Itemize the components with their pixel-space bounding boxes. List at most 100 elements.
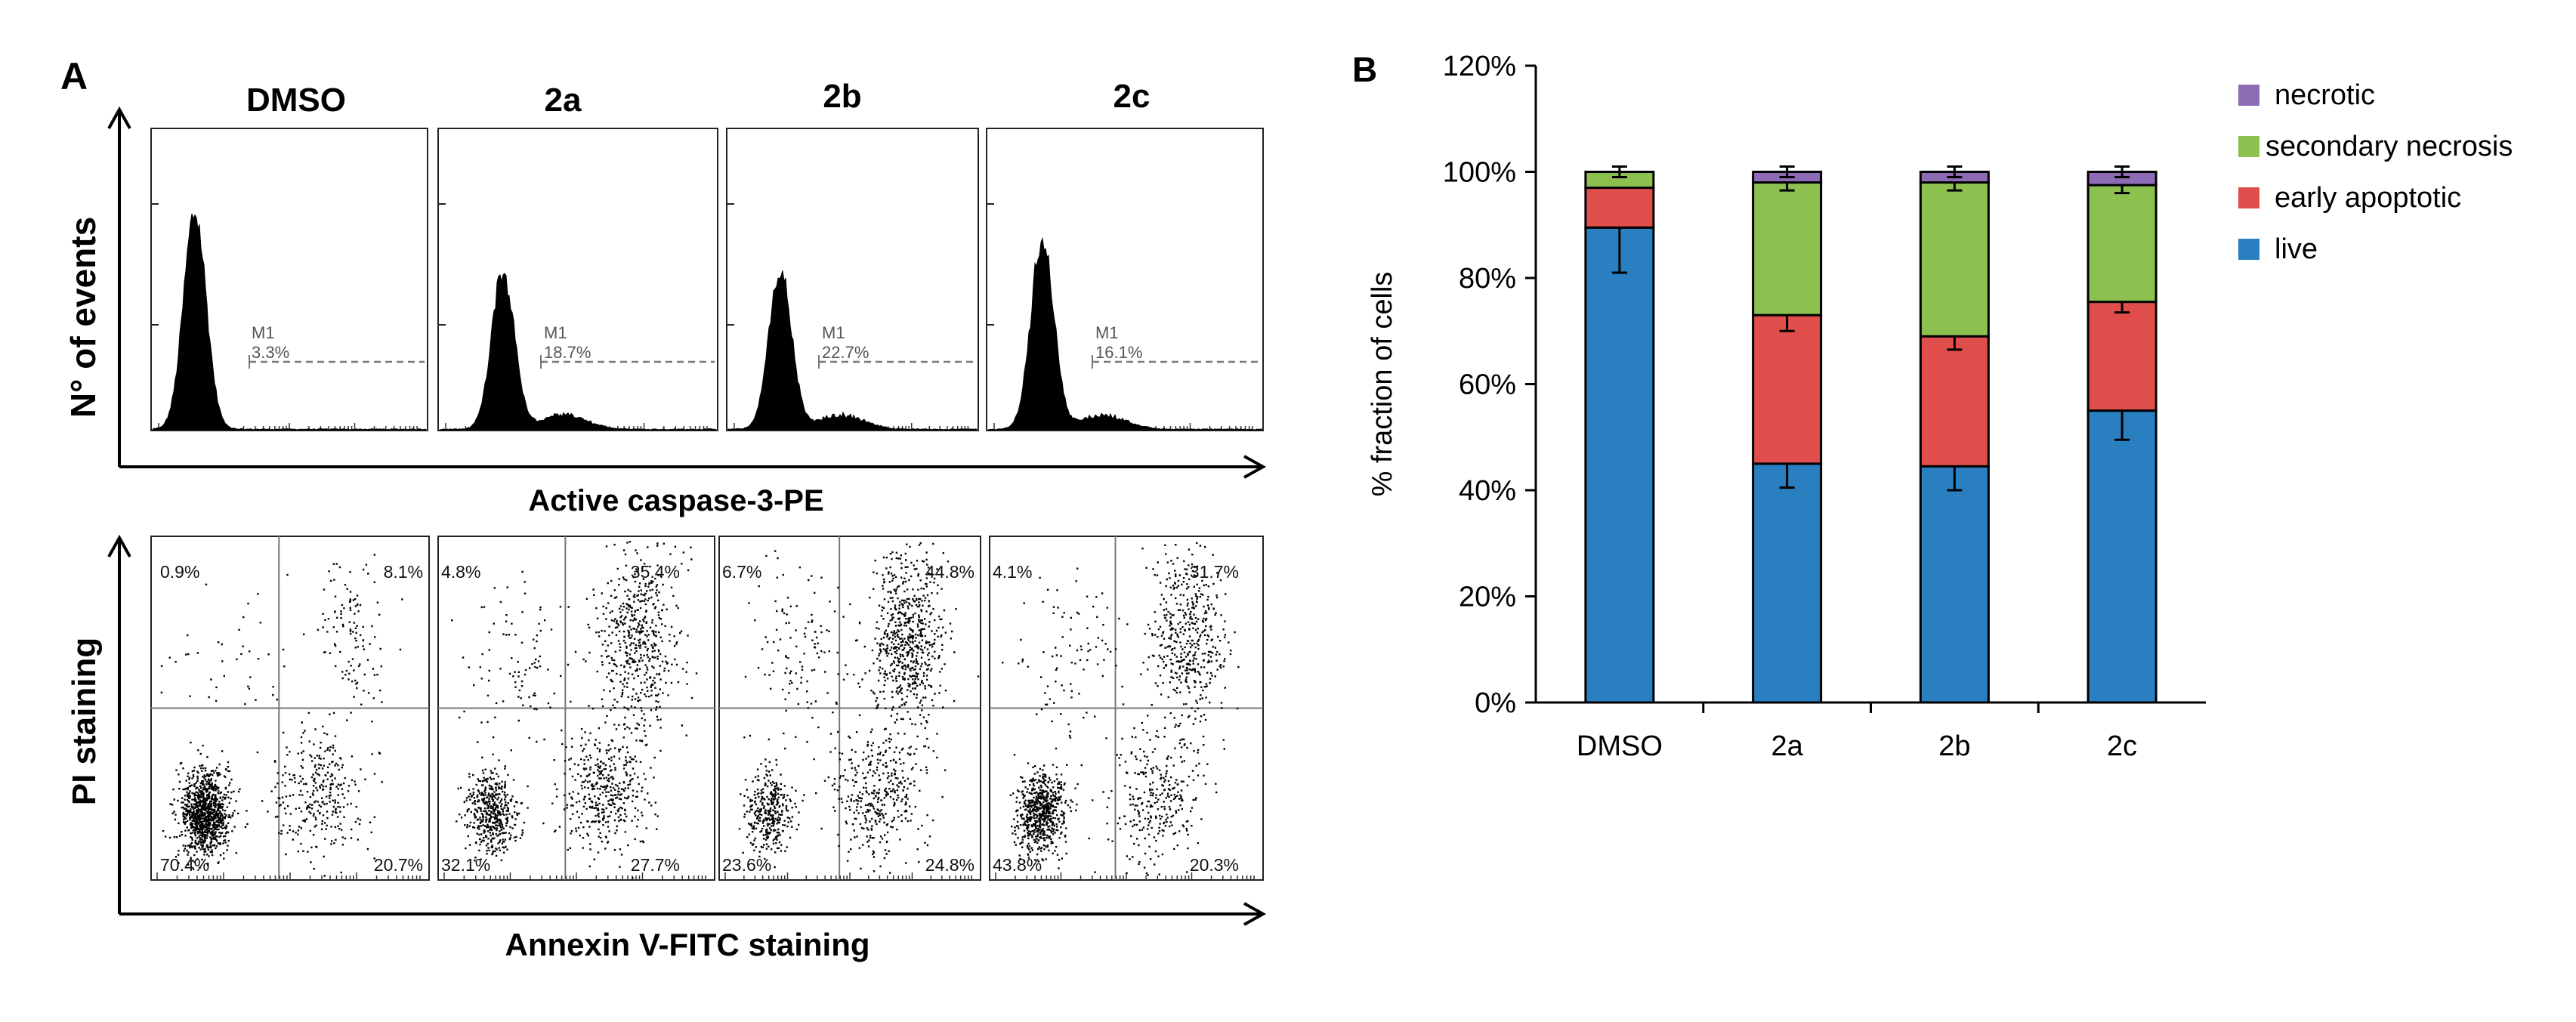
quadrant-lower-right: 27.7% <box>631 855 680 875</box>
y-tick-label: 0% <box>1475 687 1516 719</box>
legend-item: secondary necrosis <box>2238 131 2513 162</box>
error-bar <box>1611 165 1627 179</box>
quadrant-upper-left: 6.7% <box>722 562 761 582</box>
quadrant-lower-right: 20.3% <box>1190 855 1239 875</box>
histogram-distribution <box>439 273 717 431</box>
legend-label: secondary necrosis <box>2266 131 2513 162</box>
dotplot-panel <box>989 536 1264 881</box>
dotplot-panel <box>718 536 981 881</box>
error-bar <box>1947 165 1963 179</box>
bar-segment-secondary-necrosis <box>2086 184 2157 304</box>
histogram-distribution <box>987 236 1262 431</box>
dotplot-x-axis-arrow <box>1243 902 1267 926</box>
histogram-m1-label: M1 <box>252 323 275 342</box>
histogram-m1-label: M1 <box>1095 323 1119 342</box>
histogram-title-dmso: DMSO <box>246 82 346 119</box>
histogram-panel <box>150 128 428 431</box>
quadrant-lower-left: 70.4% <box>160 855 209 875</box>
histogram-m1-percent: 3.3% <box>252 343 289 362</box>
bar-segment-early-apoptotic <box>1919 335 1990 468</box>
quadrant-lower-left: 32.1% <box>441 855 490 875</box>
panel-a-label: A <box>60 55 88 97</box>
legend-swatch <box>2238 85 2259 106</box>
y-tick-label: 20% <box>1459 582 1516 613</box>
histogram-title-2b: 2b <box>823 78 861 115</box>
dotplot-panel <box>150 536 430 881</box>
y-tick-label: 80% <box>1459 263 1516 295</box>
histogram-m1-percent: 22.7% <box>822 343 869 362</box>
error-bar <box>1779 165 1795 179</box>
histogram-y-axis-arrow <box>107 106 131 129</box>
quadrant-upper-left: 0.9% <box>160 562 199 582</box>
y-tick-label: 100% <box>1443 157 1516 189</box>
dotplot-events <box>1002 542 1240 876</box>
chart-legend: necrotic secondary necrosis early apoptoti… <box>2238 79 2513 265</box>
legend-item: early apoptotic <box>2238 182 2461 214</box>
stacked-bar-chart: % fraction of cells 0% 20% 40% 60% 80% 100% 12… <box>1367 51 2513 762</box>
bar-segment-secondary-necrosis <box>1752 181 1823 316</box>
quadrant-lower-left: 23.6% <box>722 855 771 875</box>
histogram-x-axis-arrow <box>1243 455 1267 479</box>
histogram-y-label: N° of events <box>63 217 103 418</box>
bar-segment-live <box>2086 409 2157 704</box>
bar-segment-secondary-necrosis <box>1919 181 1990 338</box>
histogram-panel <box>726 128 979 431</box>
legend-item: necrotic <box>2238 79 2375 111</box>
quadrant-upper-left: 4.8% <box>441 562 480 582</box>
chart-y-axis-label: % fraction of cells <box>1367 272 1398 497</box>
histogram-row: N° of events Active caspase-3-PE DMSO 2a… <box>63 78 1267 517</box>
dotplot-panel <box>437 536 715 881</box>
quadrant-upper-right: 8.1% <box>384 562 423 582</box>
histogram-frame <box>437 128 718 431</box>
histogram-distribution <box>727 270 978 431</box>
panel-b-label: B <box>1352 50 1377 89</box>
histogram-title-2a: 2a <box>545 82 582 119</box>
chart-axes: 0% 20% 40% 60% 80% 100% 120% DMSO 2a 2b 2c <box>1443 51 2206 762</box>
y-tick-label: 60% <box>1459 369 1516 401</box>
bar-segment-early-apoptotic <box>2086 301 2157 412</box>
legend-label: early apoptotic <box>2275 182 2461 214</box>
quadrant-lower-right: 20.7% <box>374 855 423 875</box>
histogram-panel <box>437 128 718 431</box>
dotplot-row: PI staining Annexin V-FITC staining 0.9%… <box>66 534 1267 962</box>
dotplot-y-label: PI staining <box>66 638 103 805</box>
x-tick-label: 2a <box>1771 730 1803 762</box>
histogram-m1-label: M1 <box>544 323 567 342</box>
legend-swatch <box>2238 136 2259 157</box>
y-tick-label: 40% <box>1459 475 1516 507</box>
x-tick-label: 2b <box>1938 730 1970 762</box>
quadrant-lower-left: 43.8% <box>993 855 1042 875</box>
bar-segment-live <box>1752 462 1823 704</box>
legend-swatch <box>2238 239 2259 260</box>
dotplot-events <box>738 542 980 874</box>
error-bar <box>2114 165 2130 179</box>
x-tick-label: DMSO <box>1577 730 1663 762</box>
quadrant-upper-right: 31.7% <box>1190 562 1239 582</box>
quadrant-lower-right: 24.8% <box>925 855 974 875</box>
dotplot-events <box>451 541 698 879</box>
dotplot-events <box>160 554 403 877</box>
legend-label: necrotic <box>2275 79 2375 111</box>
chart-bars <box>1584 165 2157 704</box>
quadrant-upper-left: 4.1% <box>993 562 1032 582</box>
y-tick-label: 120% <box>1443 51 1516 82</box>
bar-segment-live <box>1584 226 1655 704</box>
histogram-x-label: Active caspase-3-PE <box>528 484 823 517</box>
legend-item: live <box>2238 233 2318 265</box>
histogram-distribution <box>152 213 427 431</box>
histogram-m1-label: M1 <box>822 323 845 342</box>
bar-segment-early-apoptotic <box>1584 187 1655 229</box>
bar-segment-live <box>1919 465 1990 704</box>
quadrant-upper-right: 44.8% <box>925 562 974 582</box>
legend-label: live <box>2275 233 2318 265</box>
histogram-m1-percent: 16.1% <box>1095 343 1142 362</box>
histogram-m1-percent: 18.7% <box>544 343 591 362</box>
legend-swatch <box>2238 187 2259 208</box>
dotplot-y-axis-arrow <box>107 534 131 557</box>
histogram-title-2c: 2c <box>1113 78 1151 115</box>
bar-segment-early-apoptotic <box>1752 313 1823 465</box>
x-tick-label: 2c <box>2107 730 2137 762</box>
dotplot-x-label: Annexin V-FITC staining <box>505 927 869 962</box>
histogram-panel <box>986 128 1264 431</box>
